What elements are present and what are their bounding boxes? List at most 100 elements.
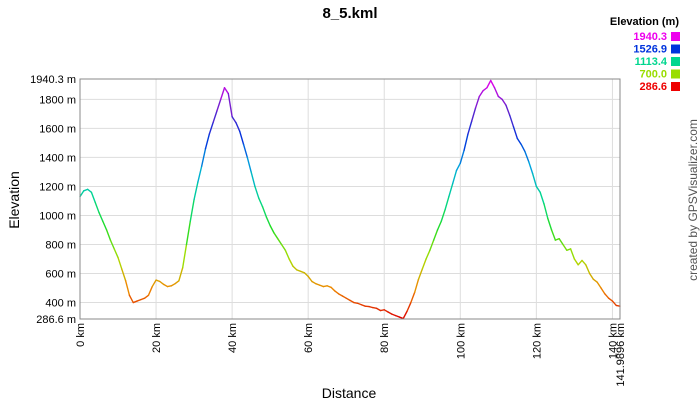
profile-segment [490, 79, 496, 89]
x-tick-label: 80 km [379, 323, 391, 353]
profile-segment [448, 182, 454, 198]
profile-segment [280, 243, 287, 251]
profile-segment [246, 156, 252, 173]
profile-segment [471, 107, 477, 122]
profile-segment [387, 311, 393, 315]
profile-segment [543, 203, 549, 220]
profile-segment [258, 197, 264, 208]
profile-segment [531, 172, 538, 188]
profile-segment [334, 290, 340, 295]
profile-segment [592, 278, 598, 283]
y-tick-label: 1400 m [39, 152, 76, 164]
profile-segment [178, 267, 184, 282]
profile-segment [124, 280, 131, 296]
profile-segment [223, 87, 230, 95]
profile-segment [604, 293, 610, 299]
x-tick-labels: 0 km 20 km 40 km 60 km 80 km 100 km 120 km 140 … [75, 323, 627, 387]
chart-title: 8_5.kml [322, 5, 377, 22]
profile-segment [611, 300, 617, 307]
profile-segment [216, 98, 222, 112]
profile-segment [406, 301, 412, 312]
profile-segment [143, 294, 150, 299]
profile-segment [569, 248, 576, 260]
profile-segment [588, 272, 595, 281]
profile-segment [345, 297, 351, 302]
profile-segment [292, 265, 298, 271]
profile-segment [86, 188, 93, 193]
y-tick-label: 800 m [45, 239, 76, 251]
profile-segment [90, 191, 96, 204]
profile-segment [509, 114, 515, 128]
legend-swatch [671, 32, 680, 41]
elevation-profile-line [79, 79, 621, 320]
legend-title: Elevation (m) [610, 16, 679, 28]
profile-segment [474, 95, 481, 109]
legend: Elevation (m) 1940.31526.91113.4700.0286… [610, 16, 680, 93]
x-tick-label: 141.9896 km [615, 323, 627, 387]
profile-segment [402, 310, 408, 320]
legend-entry-label: 700.0 [639, 69, 667, 81]
profile-segment [303, 272, 309, 278]
legend-entry-label: 1526.9 [633, 44, 667, 56]
profile-segment [581, 259, 587, 266]
profile-segment [159, 280, 165, 286]
profile-segment [497, 95, 503, 101]
profile-segment [231, 116, 237, 124]
profile-segment [512, 126, 519, 140]
profile-segment [486, 79, 492, 89]
y-tick-labels: 286.6 m 400 m 600 m 800 m 1000 m 1200 m 1400 m… [30, 74, 76, 326]
profile-segment [174, 280, 180, 285]
profile-segment [558, 237, 564, 246]
profile-segment [607, 297, 614, 302]
profile-segment [330, 286, 336, 292]
profile-segment [459, 149, 465, 164]
x-tick-label: 100 km [455, 323, 467, 359]
plot-frame [79, 78, 621, 320]
profile-segment [128, 294, 134, 304]
y-tick-label: 600 m [45, 269, 76, 281]
profile-segment [185, 220, 191, 246]
x-axis-label: Distance [322, 385, 377, 400]
x-tick-label: 140 km [607, 323, 619, 359]
profile-segment [341, 295, 347, 299]
profile-segment [212, 110, 218, 124]
profile-segment [444, 195, 450, 211]
x-tick-label: 120 km [531, 323, 543, 359]
profile-segment [455, 162, 462, 172]
profile-segment [151, 279, 157, 288]
profile-segment [596, 281, 602, 289]
legend-entry-label: 286.6 [639, 81, 667, 93]
profile-segment [501, 98, 507, 106]
profile-segment [269, 224, 275, 234]
profile-segment [383, 309, 389, 313]
profile-segment [109, 239, 115, 250]
profile-segment [273, 232, 279, 240]
profile-segment [208, 121, 214, 135]
x-tick-label: 40 km [227, 323, 239, 353]
credit-text: created by GPSVisualizer.com [686, 119, 700, 281]
profile-segment [505, 104, 511, 117]
profile-segment [311, 280, 317, 285]
profile-segment [432, 229, 439, 241]
profile-segment [197, 165, 203, 183]
profile-segment [277, 237, 283, 246]
profile-segment [562, 243, 568, 251]
profile-segment [181, 243, 188, 269]
profile-segment [615, 304, 621, 307]
profile-segment [261, 206, 268, 218]
profile-segment [440, 208, 446, 222]
y-tick-label: 1200 m [39, 181, 76, 193]
profile-segment [349, 299, 355, 304]
profile-segment [421, 258, 427, 270]
profile-segment [478, 89, 484, 98]
profile-segment [170, 282, 176, 287]
profile-segment [425, 249, 431, 260]
y-axis-label: Elevation [6, 171, 22, 229]
profile-segment [117, 256, 123, 270]
profile-segment [162, 283, 169, 288]
x-tick-label: 0 km [75, 323, 87, 347]
profile-segment [493, 87, 500, 98]
x-tick-label: 20 km [151, 323, 163, 353]
profile-segment [524, 150, 530, 163]
